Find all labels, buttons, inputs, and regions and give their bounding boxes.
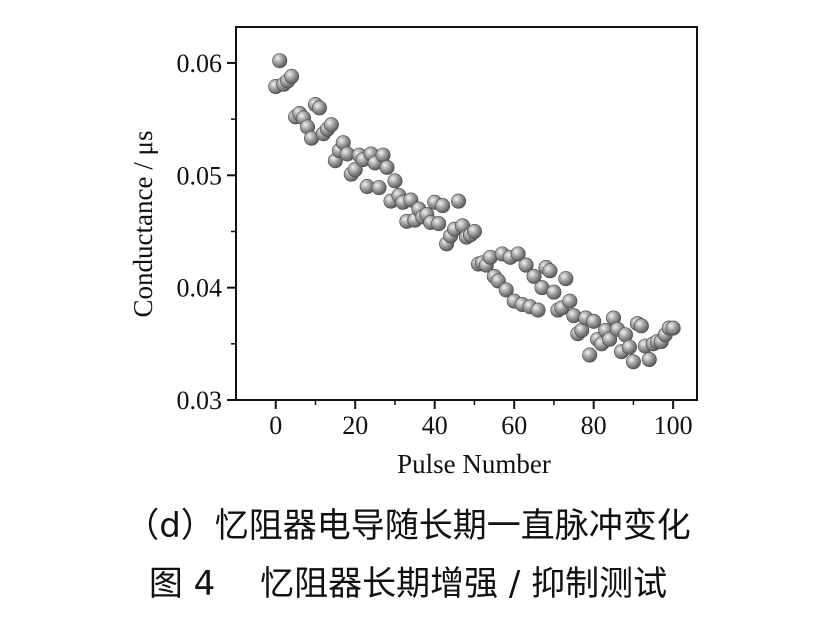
data-point — [641, 352, 657, 368]
data-point — [625, 354, 641, 370]
data-point — [431, 216, 447, 232]
data-point — [379, 159, 395, 175]
data-point — [498, 282, 514, 298]
scatter-chart: 0 20 40 60 80 100 0.03 0.04 0.05 0.06 Pulse Numb… — [128, 26, 698, 479]
figure-caption: 图 4 忆阻器长期增强 / 抑制测试 — [148, 564, 668, 604]
data-point — [633, 318, 649, 334]
data-points — [268, 53, 681, 370]
data-point — [518, 257, 534, 273]
data-point — [546, 284, 562, 300]
data-point — [272, 53, 288, 69]
x-tick-label: 60 — [501, 411, 527, 440]
data-point — [621, 339, 637, 355]
y-axis: 0.03 0.04 0.05 0.06 — [177, 49, 236, 415]
data-point — [284, 68, 300, 84]
data-point — [311, 100, 327, 116]
data-point — [466, 223, 482, 239]
data-point — [558, 271, 574, 287]
data-point — [562, 293, 578, 309]
y-tick-label: 0.03 — [177, 386, 223, 415]
x-axis-title: Pulse Number — [397, 449, 551, 479]
data-point — [347, 162, 363, 178]
data-point — [387, 173, 403, 189]
data-point — [602, 331, 618, 347]
y-tick-label: 0.05 — [177, 161, 223, 190]
x-tick-label: 40 — [422, 411, 448, 440]
x-tick-label: 0 — [269, 411, 282, 440]
data-point — [451, 193, 467, 209]
data-point — [323, 117, 339, 133]
data-point — [371, 180, 387, 196]
data-point — [526, 268, 542, 284]
x-tick-label: 20 — [342, 411, 368, 440]
data-point — [530, 302, 546, 318]
data-point — [665, 320, 681, 336]
data-point — [542, 263, 558, 279]
y-tick-label: 0.04 — [177, 274, 223, 303]
x-axis: 0 20 40 60 80 100 — [269, 400, 693, 440]
y-axis-title: Conductance / μs — [128, 131, 158, 318]
data-point — [510, 246, 526, 262]
plot-frame — [235, 26, 698, 401]
data-point — [586, 313, 602, 329]
data-point — [582, 347, 598, 363]
data-point — [435, 198, 451, 214]
x-tick-label: 100 — [654, 411, 693, 440]
subfigure-caption: （d）忆阻器电导随长期一直脉冲变化 — [125, 506, 691, 546]
y-tick-label: 0.06 — [177, 49, 223, 78]
x-tick-label: 80 — [581, 411, 607, 440]
